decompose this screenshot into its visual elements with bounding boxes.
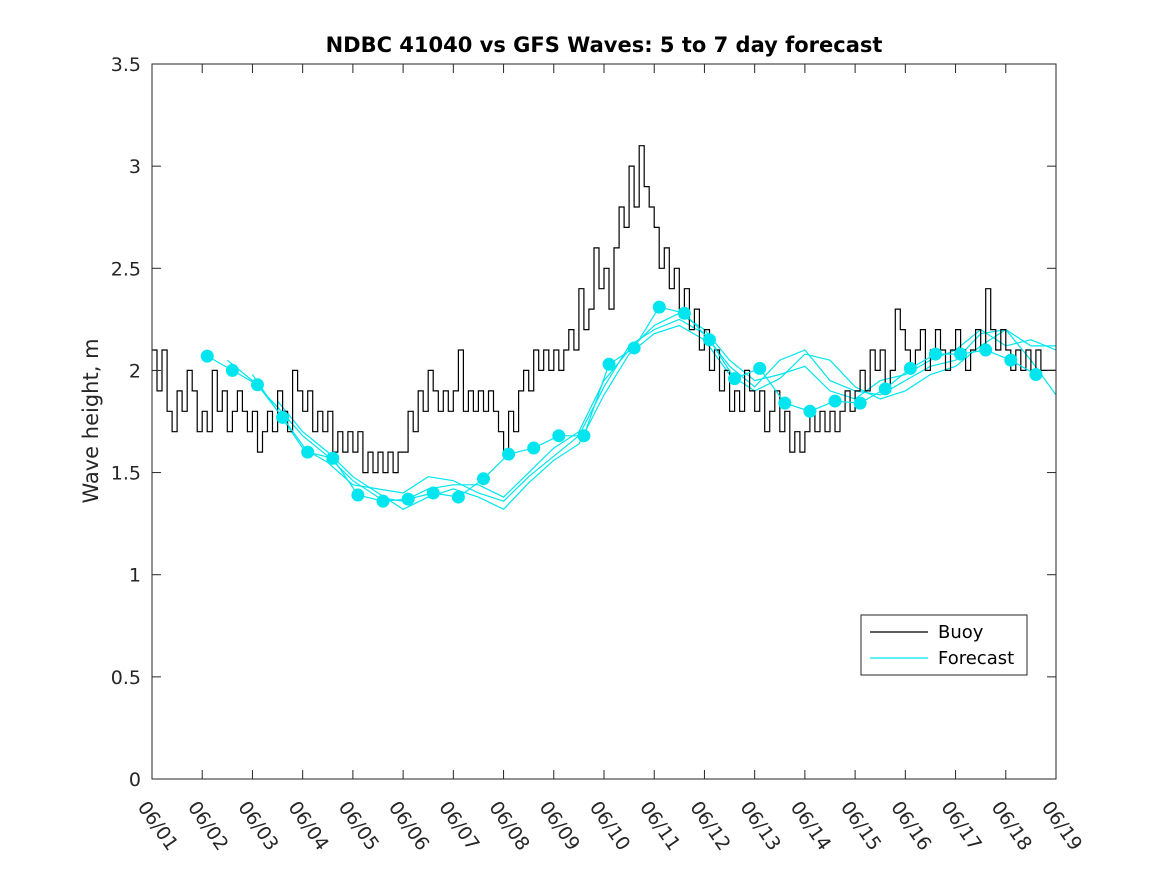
forecast-point-16	[577, 429, 591, 443]
buoy-series-line	[152, 145, 1056, 474]
forecast-point-5	[301, 445, 315, 459]
forecast-point-21	[702, 333, 716, 347]
forecast-point-7	[351, 488, 365, 502]
forecast-point-6	[326, 451, 340, 465]
forecast-point-3	[250, 378, 264, 392]
forecast-point-23	[753, 361, 767, 375]
plot-series-group	[152, 145, 1056, 511]
x-tick-label-4: 06/05	[334, 797, 383, 854]
x-tick-label-10: 06/11	[635, 797, 684, 854]
forecast-run-line-1	[226, 312, 1056, 502]
plot-area	[152, 145, 1056, 511]
forecast-point-19	[652, 300, 666, 314]
y-tick-label-5: 2.5	[111, 258, 141, 280]
forecast-point-14	[527, 441, 541, 455]
x-tick-label-5: 06/06	[384, 797, 433, 854]
y-tick-label-1: 0.5	[111, 667, 141, 689]
forecast-point-1	[200, 349, 214, 363]
forecast-point-12	[476, 472, 490, 486]
forecast-point-2	[225, 363, 239, 377]
chart-title: NDBC 41040 vs GFS Waves: 5 to 7 day fore…	[326, 33, 883, 57]
x-tick-label-11: 06/12	[685, 797, 734, 854]
forecast-point-8	[376, 494, 390, 508]
y-tick-label-2: 1	[129, 565, 141, 587]
y-tick-label-3: 1.5	[111, 463, 141, 485]
x-tick-label-13: 06/14	[786, 797, 835, 854]
x-tick-label-0: 06/01	[133, 797, 182, 854]
forecast-point-31	[954, 347, 968, 361]
forecast-point-25	[803, 404, 817, 418]
forecast-point-17	[602, 357, 616, 371]
x-tick-label-7: 06/08	[484, 797, 533, 854]
legend-label-2: Forecast	[938, 648, 1014, 669]
y-tick-label-4: 2	[129, 360, 141, 382]
axes: 00.511.522.533.506/01 06/02 06/03 06/04 06/0…	[111, 54, 1087, 855]
forecast-point-32	[979, 343, 993, 357]
x-tick-label-6: 06/07	[434, 797, 483, 854]
legend-label-1: Buoy	[938, 622, 984, 643]
x-tick-label-17: 06/18	[987, 797, 1036, 854]
forecast-point-34	[1029, 368, 1043, 382]
y-tick-label-7: 3.5	[111, 54, 141, 76]
forecast-point-33	[1004, 353, 1018, 367]
forecast-point-18	[627, 341, 641, 355]
forecast-point-22	[728, 372, 742, 386]
forecast-run-line-3	[277, 324, 1056, 511]
legend: Buoy Forecast	[860, 614, 1028, 676]
x-tick-label-2: 06/03	[233, 797, 282, 854]
forecast-point-20	[677, 306, 691, 320]
x-tick-label-16: 06/17	[936, 797, 985, 854]
x-tick-label-3: 06/04	[284, 797, 333, 854]
x-tick-label-18: 06/19	[1037, 797, 1086, 854]
x-tick-label-8: 06/09	[535, 797, 584, 854]
x-tick-label-9: 06/10	[585, 797, 634, 854]
y-tick-label-6: 3	[129, 156, 141, 178]
forecast-point-28	[878, 382, 892, 396]
y-axis-label: Wave height, m	[79, 338, 103, 503]
forecast-point-13	[502, 447, 516, 461]
forecast-point-15	[552, 429, 566, 443]
forecast-point-29	[903, 361, 917, 375]
forecast-point-26	[828, 394, 842, 408]
x-tick-label-1: 06/02	[183, 797, 232, 854]
forecast-point-24	[778, 396, 792, 410]
forecast-point-10	[426, 486, 440, 500]
x-tick-label-15: 06/16	[886, 797, 935, 854]
y-tick-label-0: 0	[129, 769, 141, 791]
x-tick-label-14: 06/15	[836, 797, 885, 854]
forecast-point-30	[928, 347, 942, 361]
forecast-point-11	[451, 490, 465, 504]
forecast-run-line-2	[251, 318, 1056, 502]
legend-box	[860, 614, 1028, 676]
forecast-point-9	[401, 492, 415, 506]
forecast-series-line	[206, 306, 1037, 502]
forecast-point-27	[853, 396, 867, 410]
x-tick-label-12: 06/13	[736, 797, 785, 854]
forecast-point-4	[276, 410, 290, 424]
